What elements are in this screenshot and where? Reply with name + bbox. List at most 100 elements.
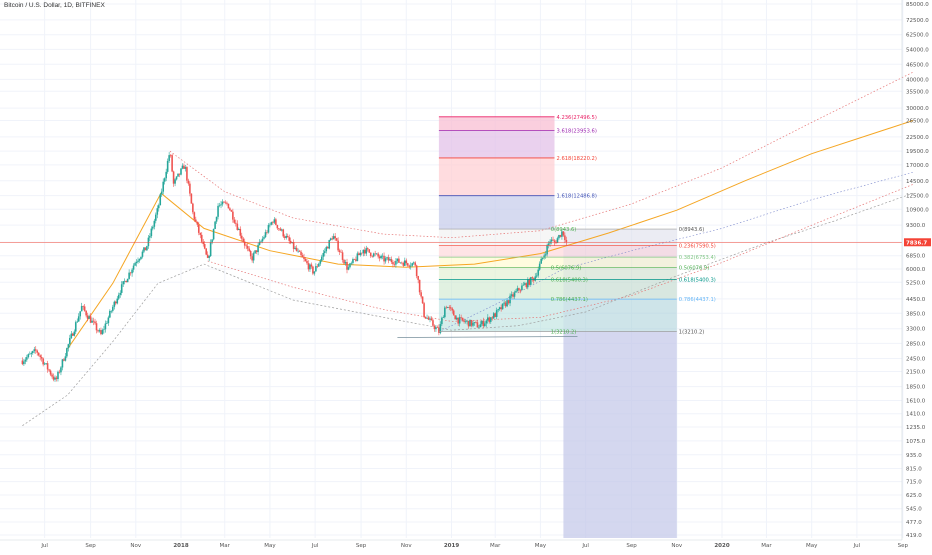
candle (242, 237, 245, 243)
support-trendline (397, 336, 578, 338)
candle (552, 236, 554, 241)
candle-body (509, 295, 511, 304)
candle (543, 253, 545, 260)
candle (21, 357, 24, 366)
symbol-title: Bitcoin / U.S. Dollar, 1D, BITFINEX (4, 2, 105, 9)
candle (106, 320, 108, 325)
candle (85, 310, 87, 318)
price-tick-label: 4450.0 (906, 297, 926, 303)
candle (257, 242, 259, 256)
candle-body (52, 376, 55, 380)
candle-body (504, 302, 507, 307)
candle (488, 316, 491, 324)
candle (76, 318, 79, 323)
price-tick-label: 1075.0 (906, 439, 926, 445)
candle (429, 316, 431, 323)
candle (460, 314, 462, 320)
candle (316, 264, 319, 269)
candle-body (552, 239, 554, 241)
candle (278, 227, 280, 231)
candle-body (79, 311, 82, 317)
candle-body (355, 259, 357, 261)
candle-body (54, 377, 56, 380)
candle-body (544, 254, 547, 256)
fib-zones (438, 116, 677, 538)
price-tick-label: 6000.0 (906, 267, 926, 273)
candle-body (485, 320, 488, 324)
candle-body (331, 238, 333, 240)
candle (312, 265, 314, 276)
candle (458, 314, 461, 327)
candle-body (193, 212, 196, 220)
candle-body (396, 258, 399, 261)
arc-orange (67, 120, 914, 350)
candle (433, 324, 436, 332)
current-price-tag (904, 238, 931, 247)
candle-body (61, 359, 64, 368)
candle (138, 258, 141, 263)
candle-body (27, 354, 30, 358)
candle-body (279, 228, 282, 231)
candle-body (451, 308, 454, 311)
candle-body (361, 252, 363, 254)
candle (109, 309, 111, 319)
candle (88, 314, 90, 319)
candle (399, 262, 402, 264)
candle-body (332, 236, 335, 240)
candle (352, 257, 354, 265)
candle (100, 327, 102, 336)
candle-body (82, 306, 84, 307)
candle-body (384, 258, 387, 262)
candle-body (309, 264, 311, 270)
candle-body (200, 234, 203, 242)
candle-body (562, 231, 565, 236)
candle (396, 258, 399, 264)
candle-body (534, 276, 537, 281)
candle-body (195, 219, 197, 222)
candle (206, 251, 209, 259)
candle-body (500, 307, 502, 310)
candle (335, 237, 338, 242)
candle (446, 306, 449, 309)
candle-body (233, 219, 236, 223)
candle-body (190, 193, 193, 204)
candle (110, 310, 113, 314)
time-tick-label: Nov (401, 543, 412, 549)
candle-body (275, 219, 277, 225)
candle-body (26, 357, 28, 360)
candle (226, 201, 228, 206)
candle-body (312, 266, 314, 274)
time-tick-label: Sep (898, 543, 909, 549)
candle (122, 281, 124, 287)
candle (27, 353, 30, 359)
candle-body (43, 363, 46, 365)
candle-body (33, 349, 36, 352)
price-tick-label: 2850.0 (906, 341, 926, 347)
candle (264, 229, 267, 239)
candle (279, 227, 282, 231)
candle-body (531, 277, 534, 279)
candle (516, 285, 519, 292)
candle (368, 249, 371, 254)
candle-body (74, 322, 77, 332)
candle-body (489, 317, 492, 322)
candle-body (543, 255, 545, 258)
price-tick-label: 22500.0 (906, 135, 929, 141)
candle-body (337, 240, 339, 251)
candle (169, 154, 172, 158)
candle-body (217, 205, 219, 217)
candle-body (85, 310, 87, 316)
candle-body (80, 306, 83, 312)
candle-body (91, 320, 93, 323)
candle (220, 201, 222, 209)
candle (272, 220, 274, 225)
candle-body (298, 250, 301, 252)
candle (331, 235, 333, 241)
candle-body (29, 353, 31, 355)
price-tick-label: 2150.0 (906, 370, 926, 376)
candle (235, 219, 237, 227)
candle (43, 362, 46, 366)
candle-body (497, 309, 499, 311)
